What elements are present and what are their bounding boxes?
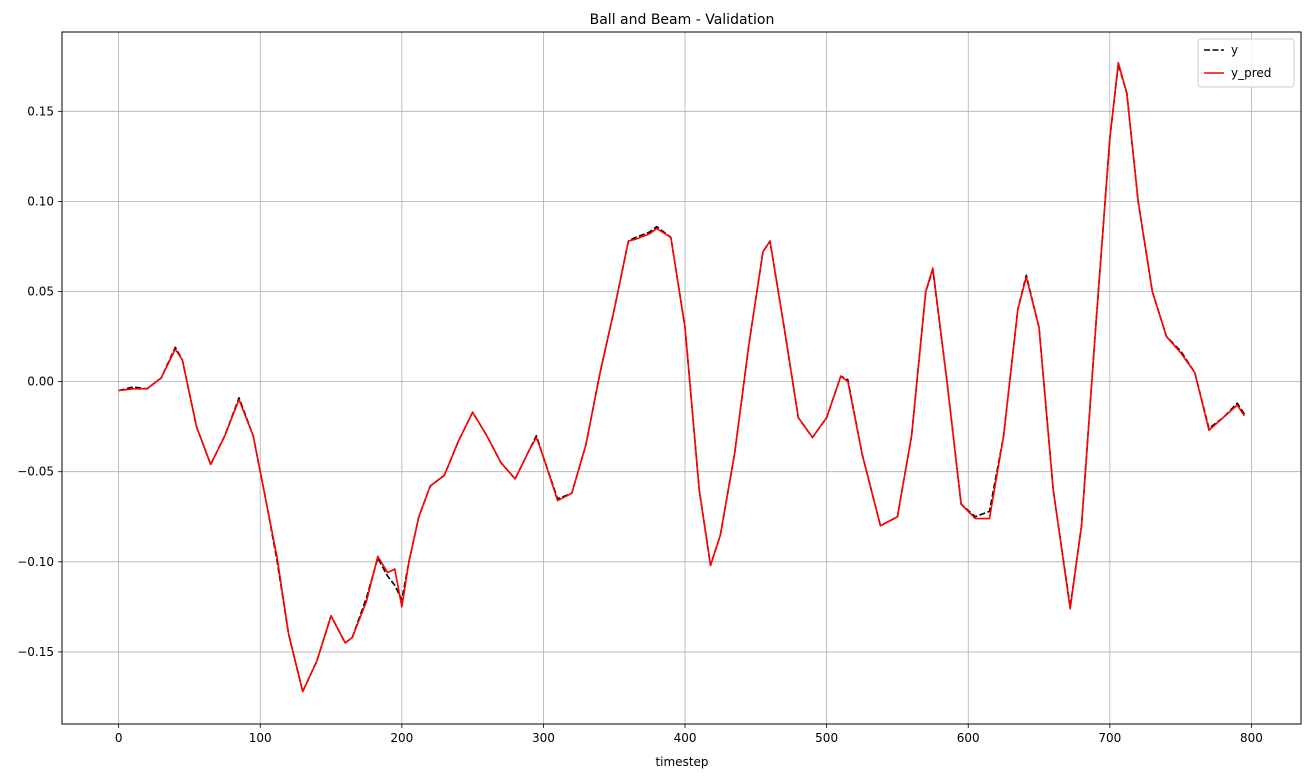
x-tick-label: 800 — [1240, 731, 1263, 745]
x-tick-label: 600 — [957, 731, 980, 745]
x-tick-label: 200 — [390, 731, 413, 745]
x-tick-label: 500 — [815, 731, 838, 745]
y-tick-label: −0.05 — [17, 465, 54, 479]
x-tick-label: 100 — [249, 731, 272, 745]
legend: y y_pred — [1197, 38, 1295, 88]
legend-box — [1197, 38, 1295, 88]
x-tick-label: 400 — [674, 731, 697, 745]
plot-frame — [61, 31, 1302, 725]
y-tick-label: 0.00 — [27, 375, 54, 389]
y-tick-label: 0.05 — [27, 285, 54, 299]
plot-lines — [118, 61, 1246, 693]
chart-title: Ball and Beam - Validation — [590, 12, 775, 28]
x-tick-label: 0 — [115, 731, 123, 745]
ticks: 0 100 200 300 400 500 600 700 800 −0.15 −0.10 −0.05… — [17, 104, 1263, 745]
y-tick-label: 0.15 — [27, 104, 54, 118]
legend-label-y-pred: y_pred — [1231, 66, 1271, 80]
legend-label-y: y — [1231, 43, 1238, 57]
x-axis-label: timestep — [655, 755, 708, 769]
series-line-y-pred — [118, 61, 1246, 693]
x-tick-label: 300 — [532, 731, 555, 745]
x-tick-label: 700 — [1098, 731, 1121, 745]
grid — [62, 32, 1301, 724]
y-tick-label: −0.10 — [17, 555, 54, 569]
y-tick-label: 0.10 — [27, 194, 54, 208]
y-tick-label: −0.15 — [17, 645, 54, 659]
